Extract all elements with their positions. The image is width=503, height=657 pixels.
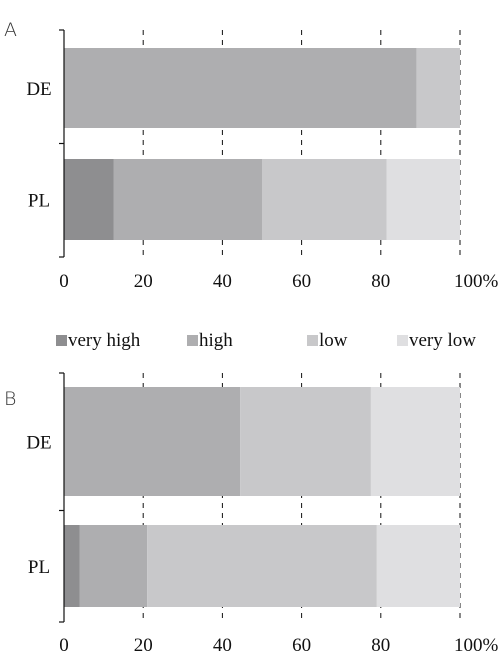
x-tick-label: 40 <box>213 271 232 292</box>
bar-segment-pl-very-low <box>376 525 460 607</box>
panel-label: B <box>4 388 16 410</box>
bar-segment-de-low <box>240 387 371 496</box>
panel-b: B DE PL 0 20 40 60 80 100% <box>4 372 499 656</box>
x-tick-label: 0 <box>59 271 69 292</box>
panel-label: A <box>4 19 17 41</box>
bar-segment-de-low <box>416 48 460 128</box>
x-tick-label: 80 <box>371 635 390 656</box>
x-tick-label: 60 <box>292 271 311 292</box>
legend-label: high <box>199 330 233 351</box>
legend-label: very high <box>68 330 141 351</box>
legend-swatch <box>307 335 318 346</box>
bar-segment-pl-high <box>79 525 148 607</box>
bar-segment-de-high <box>64 387 241 496</box>
legend: very high high low very low <box>56 330 476 351</box>
x-tick-label: 60 <box>292 635 311 656</box>
x-tick-label: 20 <box>134 271 153 292</box>
legend-swatch <box>187 335 198 346</box>
x-tick-label: 100% <box>454 271 499 292</box>
panel-a: A DE PL 0 20 40 60 80 100% <box>4 19 499 292</box>
x-tick-label: 20 <box>134 635 153 656</box>
bar-segment-de-high <box>64 48 417 128</box>
x-tick-label: 100% <box>454 635 499 656</box>
bar-segment-pl-high <box>113 159 262 240</box>
bar-segment-de-very-low <box>370 387 460 496</box>
bar-segment-pl-very-low <box>386 159 460 240</box>
x-tick-label: 80 <box>371 271 390 292</box>
legend-label: low <box>319 330 348 351</box>
category-label: DE <box>26 79 51 100</box>
category-label: PL <box>28 191 50 212</box>
category-label: DE <box>26 433 51 454</box>
x-tick-label: 0 <box>59 635 69 656</box>
bar-segment-pl-low <box>262 159 387 240</box>
category-label: PL <box>28 557 50 578</box>
legend-swatch <box>397 335 408 346</box>
bar-segment-pl-very-high <box>64 159 114 240</box>
bar-segment-pl-low <box>147 525 377 607</box>
legend-swatch <box>56 335 67 346</box>
x-tick-label: 40 <box>213 635 232 656</box>
bar-segment-pl-very-high <box>64 525 80 607</box>
legend-label: very low <box>409 330 476 351</box>
